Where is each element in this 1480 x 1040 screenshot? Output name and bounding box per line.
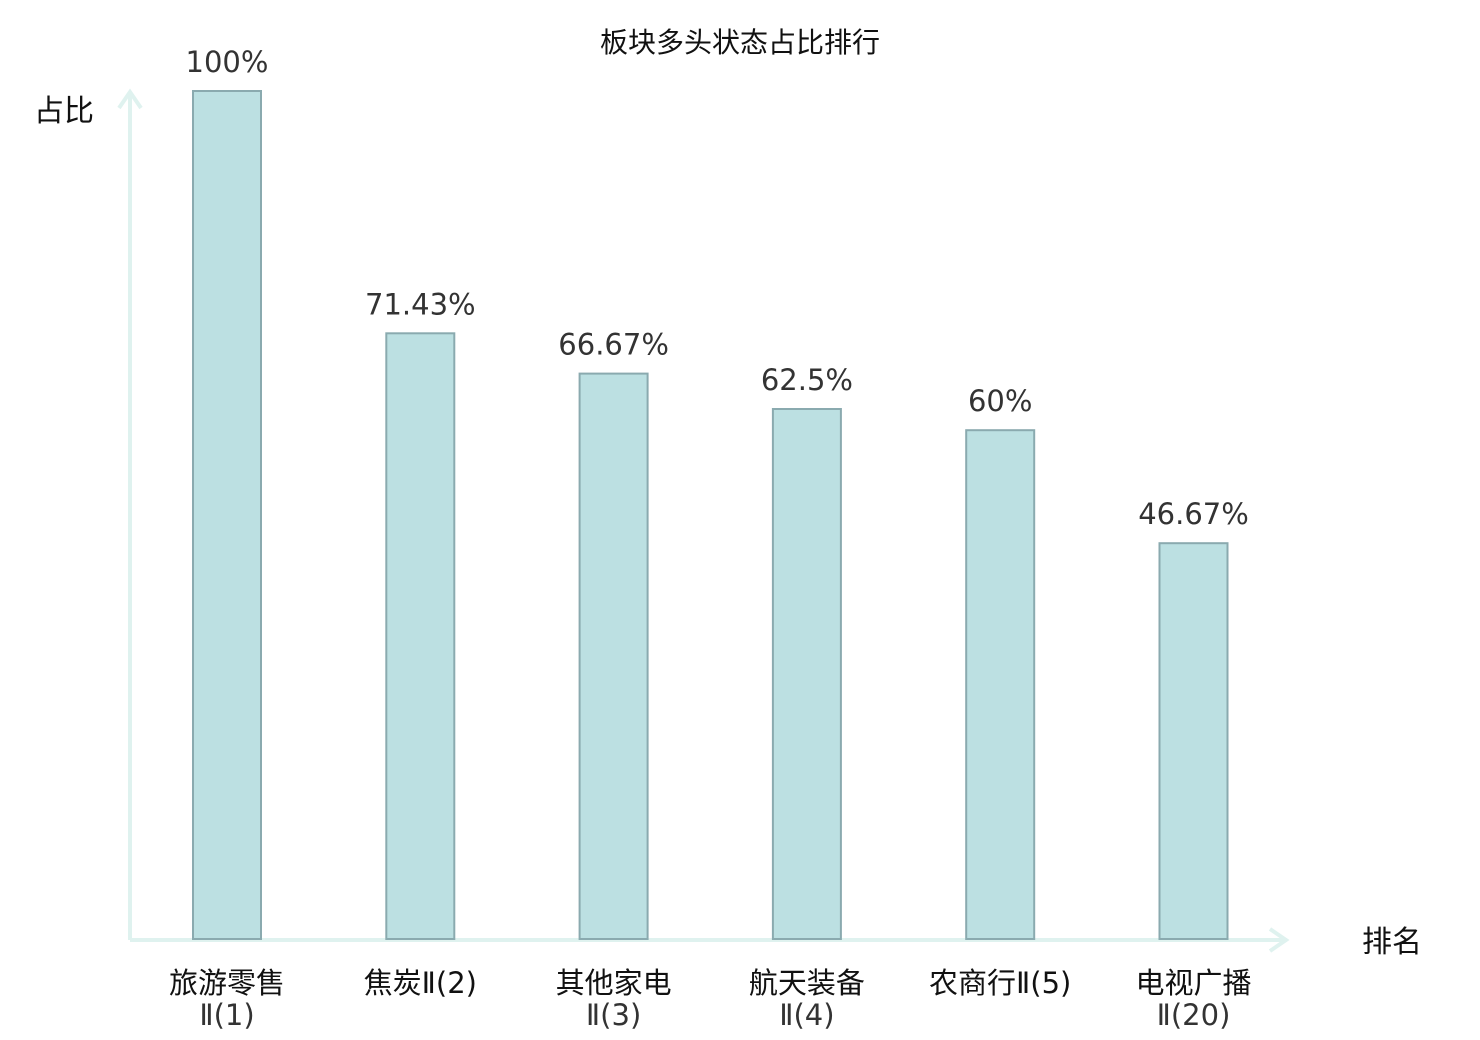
bar bbox=[771, 408, 842, 940]
bar bbox=[965, 429, 1036, 940]
category-label: 电视广播 bbox=[1135, 966, 1251, 1000]
category-sublabel: Ⅱ(1) bbox=[199, 998, 254, 1032]
bar-value-label: 46.67% bbox=[1138, 497, 1249, 531]
y-axis-label: 占比 bbox=[34, 94, 94, 129]
value-labels-group: 100% 71.43% 66.67% 62.5% 60% 46.67% bbox=[186, 45, 1249, 531]
bar bbox=[1158, 542, 1229, 940]
category-label: 农商行Ⅱ(5) bbox=[929, 966, 1071, 1000]
chart-title: 板块多头状态占比排行 bbox=[600, 26, 880, 59]
category-label: 旅游零售 bbox=[169, 966, 285, 1000]
x-axis-label: 排名 bbox=[1362, 925, 1422, 960]
bar bbox=[385, 332, 456, 940]
category-sublabel: Ⅱ(4) bbox=[779, 998, 834, 1032]
category-label: 航天装备 bbox=[749, 966, 865, 1000]
category-label: 焦炭Ⅱ(2) bbox=[364, 966, 477, 1000]
bar-value-label: 100% bbox=[186, 45, 269, 79]
category-sublabel: Ⅱ(3) bbox=[586, 998, 641, 1032]
bar-value-label: 71.43% bbox=[365, 287, 476, 321]
bar bbox=[192, 90, 262, 940]
bars-group bbox=[192, 90, 1229, 941]
bar-value-label: 66.67% bbox=[558, 328, 669, 362]
x-axis bbox=[130, 927, 1290, 953]
y-axis bbox=[117, 88, 143, 940]
category-sublabel: Ⅱ(20) bbox=[1157, 998, 1231, 1032]
bar-value-label: 62.5% bbox=[761, 363, 853, 397]
category-label: 其他家电 bbox=[556, 966, 672, 1000]
bar bbox=[578, 372, 649, 941]
bar-value-label: 60% bbox=[968, 384, 1032, 418]
